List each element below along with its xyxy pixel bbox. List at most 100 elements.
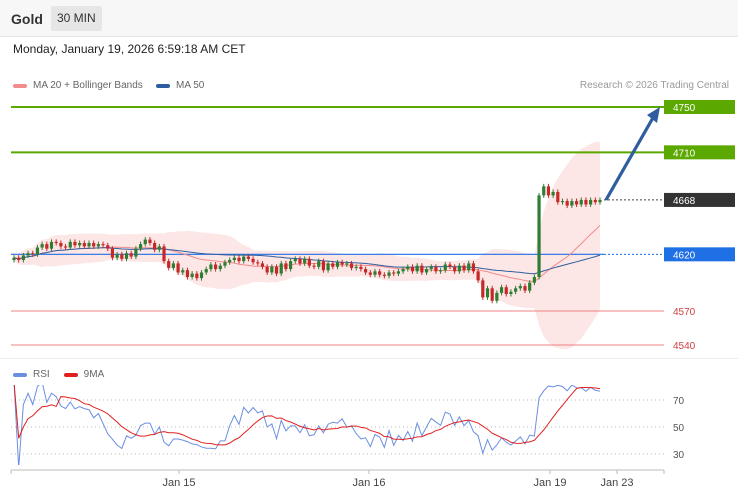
candle-body	[443, 264, 447, 271]
candle-body	[396, 271, 401, 274]
candle-body	[546, 186, 551, 196]
candle-body	[204, 269, 208, 273]
level-label-4710: 4710	[673, 148, 696, 159]
rsi-ma9-line	[13, 385, 601, 446]
candle-body	[87, 243, 91, 247]
level-label-4750: 4750	[673, 103, 696, 114]
candle-body	[532, 277, 536, 283]
level-label-4620: 4620	[673, 250, 696, 261]
candle-body	[279, 263, 283, 274]
price-chart[interactable]: 4750 4710 4668 4620 4570 4540	[0, 95, 738, 355]
candle-body	[256, 262, 260, 264]
candle-body	[270, 266, 274, 273]
level-tag-4710	[664, 145, 735, 160]
candle-body	[392, 272, 396, 274]
candle-body	[143, 239, 147, 245]
candle-body	[415, 265, 419, 272]
ma50-legend-label: MA 50	[176, 80, 205, 91]
candle-body	[49, 241, 54, 249]
support-label-4570: 4570	[673, 307, 696, 318]
candle-body	[406, 266, 410, 270]
candle-body	[589, 199, 593, 205]
candle-body	[298, 258, 302, 264]
ma50-line	[13, 247, 601, 275]
rsi-axis-label-50: 50	[673, 423, 685, 434]
candle-body	[593, 199, 597, 203]
candle-body	[495, 292, 499, 301]
candle-body	[181, 270, 185, 273]
candle-body	[242, 256, 246, 262]
candle-body	[551, 192, 555, 196]
rsi-chart[interactable]: 70 50 30	[0, 385, 738, 465]
candle-body	[514, 288, 518, 292]
rsi-legend: RSI 9MA	[13, 369, 104, 380]
timeframe-button[interactable]: 30 MIN	[51, 6, 102, 31]
candle-body	[199, 272, 204, 279]
candle-body	[63, 246, 68, 248]
candle-body	[420, 265, 424, 273]
candle-body	[167, 261, 171, 268]
candle-body	[410, 266, 415, 272]
candle-body	[368, 272, 372, 275]
candle-body	[26, 253, 30, 256]
candle-body	[162, 246, 166, 262]
candle-body	[307, 258, 311, 266]
candle-body	[439, 270, 443, 272]
rsi-swatch	[13, 372, 27, 377]
candle-body	[326, 263, 330, 271]
candle-body	[556, 192, 560, 203]
candle-body	[457, 265, 461, 272]
candle-body	[429, 266, 433, 270]
candle-body	[59, 243, 63, 247]
level-tag-4620	[664, 247, 735, 262]
time-label-jan-15: Jan 15	[162, 477, 195, 489]
time-label-jan-16: Jan 16	[352, 477, 385, 489]
time-label-jan-23: Jan 23	[600, 477, 633, 489]
ma20-line	[13, 224, 601, 283]
projection-arrow-shaft	[604, 115, 656, 201]
support-label-4540: 4540	[673, 341, 696, 352]
candle-body	[331, 263, 335, 267]
candle-body	[504, 287, 508, 294]
candle-body	[12, 257, 16, 260]
candle-body	[92, 243, 96, 247]
candle-body	[518, 286, 522, 289]
candle-body	[321, 261, 326, 271]
candle-body	[209, 264, 213, 270]
candle-body	[598, 199, 602, 203]
candle-body	[345, 263, 349, 265]
candle-body	[21, 255, 25, 260]
candle-body	[237, 257, 241, 262]
candle-body	[542, 186, 546, 196]
candle-body	[303, 258, 307, 264]
candle-body	[401, 269, 405, 272]
candle-body	[120, 254, 124, 259]
candle-body	[31, 253, 35, 255]
candle-body	[509, 291, 513, 294]
chart-header: Gold 30 MIN	[0, 0, 738, 37]
candle-body	[467, 263, 471, 271]
candle-body	[17, 257, 21, 260]
candle-body	[218, 265, 222, 270]
candle-body	[490, 288, 494, 301]
candle-body	[528, 282, 532, 291]
projection-arrow-head	[647, 107, 660, 123]
candle-body	[45, 244, 49, 249]
rsi-line	[13, 385, 601, 465]
candle-body	[134, 248, 138, 257]
candle-body	[317, 261, 321, 267]
candle-body	[138, 244, 143, 249]
level-label-4668: 4668	[673, 196, 696, 207]
candle-body	[349, 263, 354, 268]
rsi-axis-label-70: 70	[673, 396, 685, 407]
candle-body	[129, 253, 133, 257]
candle-body	[359, 266, 363, 270]
candle-body	[40, 244, 44, 248]
candle-body	[228, 260, 232, 263]
candle-body	[190, 273, 194, 277]
candle-body	[476, 271, 480, 281]
candle-body	[82, 243, 86, 247]
candle-body	[570, 201, 574, 206]
time-axis: Jan 15 Jan 16 Jan 19 Jan 23	[10, 469, 665, 489]
candle-body	[153, 243, 157, 250]
